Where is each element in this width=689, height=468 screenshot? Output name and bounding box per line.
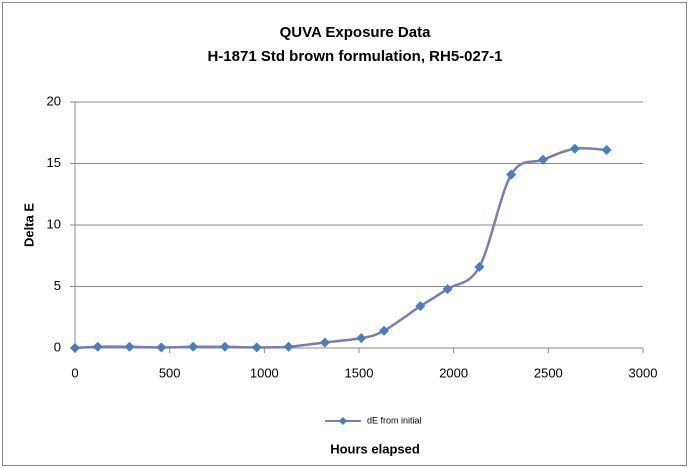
y-tick-label: 15: [47, 155, 61, 170]
legend-marker: [339, 417, 347, 425]
data-point: [124, 341, 135, 352]
chart-title: QUVA Exposure Data: [280, 24, 432, 41]
data-point: [474, 261, 485, 272]
data-point: [319, 337, 330, 348]
data-point: [601, 144, 612, 155]
data-point: [415, 301, 426, 312]
data-point: [251, 342, 262, 353]
x-tick-label: 1000: [250, 365, 279, 380]
data-point: [188, 341, 199, 352]
x-axis-title: Hours elapsed: [330, 441, 420, 456]
data-point: [356, 333, 367, 344]
data-point: [378, 325, 389, 336]
y-tick-label: 20: [47, 93, 61, 108]
data-point: [538, 154, 549, 165]
x-tick-label: 1500: [345, 365, 374, 380]
data-point: [506, 169, 517, 180]
legend-label: dE from initial: [367, 415, 422, 425]
x-tick-label: 2000: [439, 365, 468, 380]
data-point: [70, 343, 80, 353]
x-tick-label: 2500: [534, 365, 563, 380]
data-point: [156, 342, 167, 353]
data-point: [442, 283, 453, 294]
x-tick-label: 3000: [629, 365, 658, 380]
x-tick-label: 500: [159, 365, 181, 380]
x-tick-label: 0: [71, 365, 78, 380]
data-point: [569, 143, 580, 154]
data-point: [92, 341, 103, 352]
data-point: [219, 341, 230, 352]
chart-subtitle: H-1871 Std brown formulation, RH5-027-1: [207, 48, 502, 65]
y-tick-label: 5: [54, 278, 61, 293]
data-point: [283, 341, 294, 352]
y-tick-label: 0: [54, 339, 61, 354]
y-tick-label: 10: [47, 216, 61, 231]
y-axis-title: Delta E: [21, 203, 36, 247]
